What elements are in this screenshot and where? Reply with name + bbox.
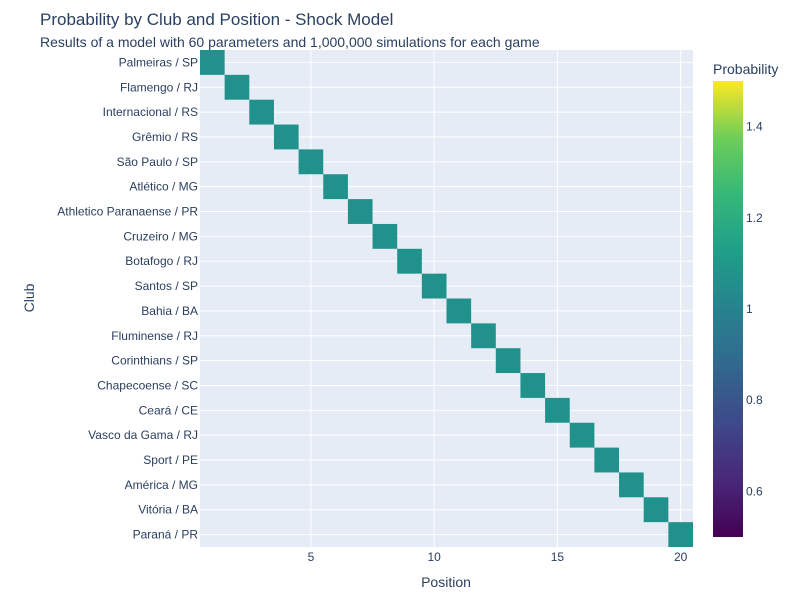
heatmap-cell <box>421 273 447 299</box>
heatmap-cell <box>668 522 693 547</box>
x-axis-title: Position <box>421 574 471 590</box>
heatmap-cell <box>397 248 422 274</box>
heatmap-cell <box>520 373 546 398</box>
y-tick-label: Bahia / BA <box>141 304 198 318</box>
colorbar-title: Probability <box>713 61 778 77</box>
y-tick-label: Vasco da Gama / RJ <box>88 428 198 442</box>
x-tick-label: 5 <box>308 550 315 564</box>
heatmap-cell <box>619 472 644 498</box>
heatmap-cell <box>298 149 324 175</box>
heatmap-cell <box>446 298 472 324</box>
heatmap-cell <box>372 223 398 249</box>
heatmap-cell <box>643 497 669 523</box>
colorbar-tick-label: 1.4 <box>746 120 763 134</box>
y-tick-label: Cruzeiro / MG <box>123 229 198 243</box>
y-tick-label: Athletico Paranaense / PR <box>57 205 198 219</box>
y-tick-label: Grêmio / RS <box>132 130 198 144</box>
y-tick-label: Atlético / MG <box>129 180 198 194</box>
x-axis-ticks: 5 10 15 20 <box>308 550 688 564</box>
colorbar-tick-label: 1 <box>746 302 753 316</box>
y-tick-label: São Paulo / SP <box>117 155 198 169</box>
x-tick-label: 15 <box>551 550 565 564</box>
x-tick-label: 20 <box>674 550 688 564</box>
chart-title: Probability by Club and Position - Shock… <box>40 10 393 29</box>
heatmap-cell <box>200 50 225 75</box>
chart-subtitle: Results of a model with 60 parameters an… <box>40 34 540 50</box>
heatmap-cell <box>224 74 250 100</box>
y-tick-label: América / MG <box>125 478 198 492</box>
colorbar-ticks: 0.6 0.8 1 1.2 1.4 <box>746 120 763 499</box>
heatmap-cell <box>471 323 496 349</box>
y-tick-label: Botafogo / RJ <box>125 254 198 268</box>
heatmap-cell <box>545 397 570 423</box>
y-tick-label: Vitória / BA <box>138 503 198 517</box>
y-tick-label: Corinthians / SP <box>111 354 198 368</box>
y-axis-ticks: Palmeiras / SP Flamengo / RJ Internacional… <box>57 55 198 541</box>
y-tick-label: Ceará / CE <box>139 403 198 417</box>
heatmap-cell <box>273 124 299 150</box>
y-tick-label: Internacional / RS <box>103 105 198 119</box>
y-tick-label: Sport / PE <box>143 453 198 467</box>
heatmap-cell <box>495 348 521 374</box>
colorbar-tick-label: 1.2 <box>746 211 763 225</box>
heatmap-cells <box>200 50 693 547</box>
y-tick-label: Santos / SP <box>135 279 198 293</box>
y-tick-label: Paraná / PR <box>133 528 199 542</box>
x-tick-label: 10 <box>427 550 441 564</box>
heatmap-cell <box>323 174 348 200</box>
y-tick-label: Flamengo / RJ <box>120 80 198 94</box>
y-axis-title: Club <box>21 283 37 312</box>
heatmap-cell <box>594 447 620 473</box>
heatmap-cell <box>569 422 595 448</box>
heatmap-cell <box>347 199 373 224</box>
y-tick-label: Chapecoense / SC <box>97 378 198 392</box>
colorbar-tick-label: 0.6 <box>746 484 763 498</box>
heatmap-cell <box>249 99 274 125</box>
y-tick-label: Palmeiras / SP <box>119 55 198 69</box>
y-tick-label: Fluminense / RJ <box>111 329 198 343</box>
colorbar <box>713 81 743 537</box>
colorbar-tick-label: 0.8 <box>746 393 763 407</box>
